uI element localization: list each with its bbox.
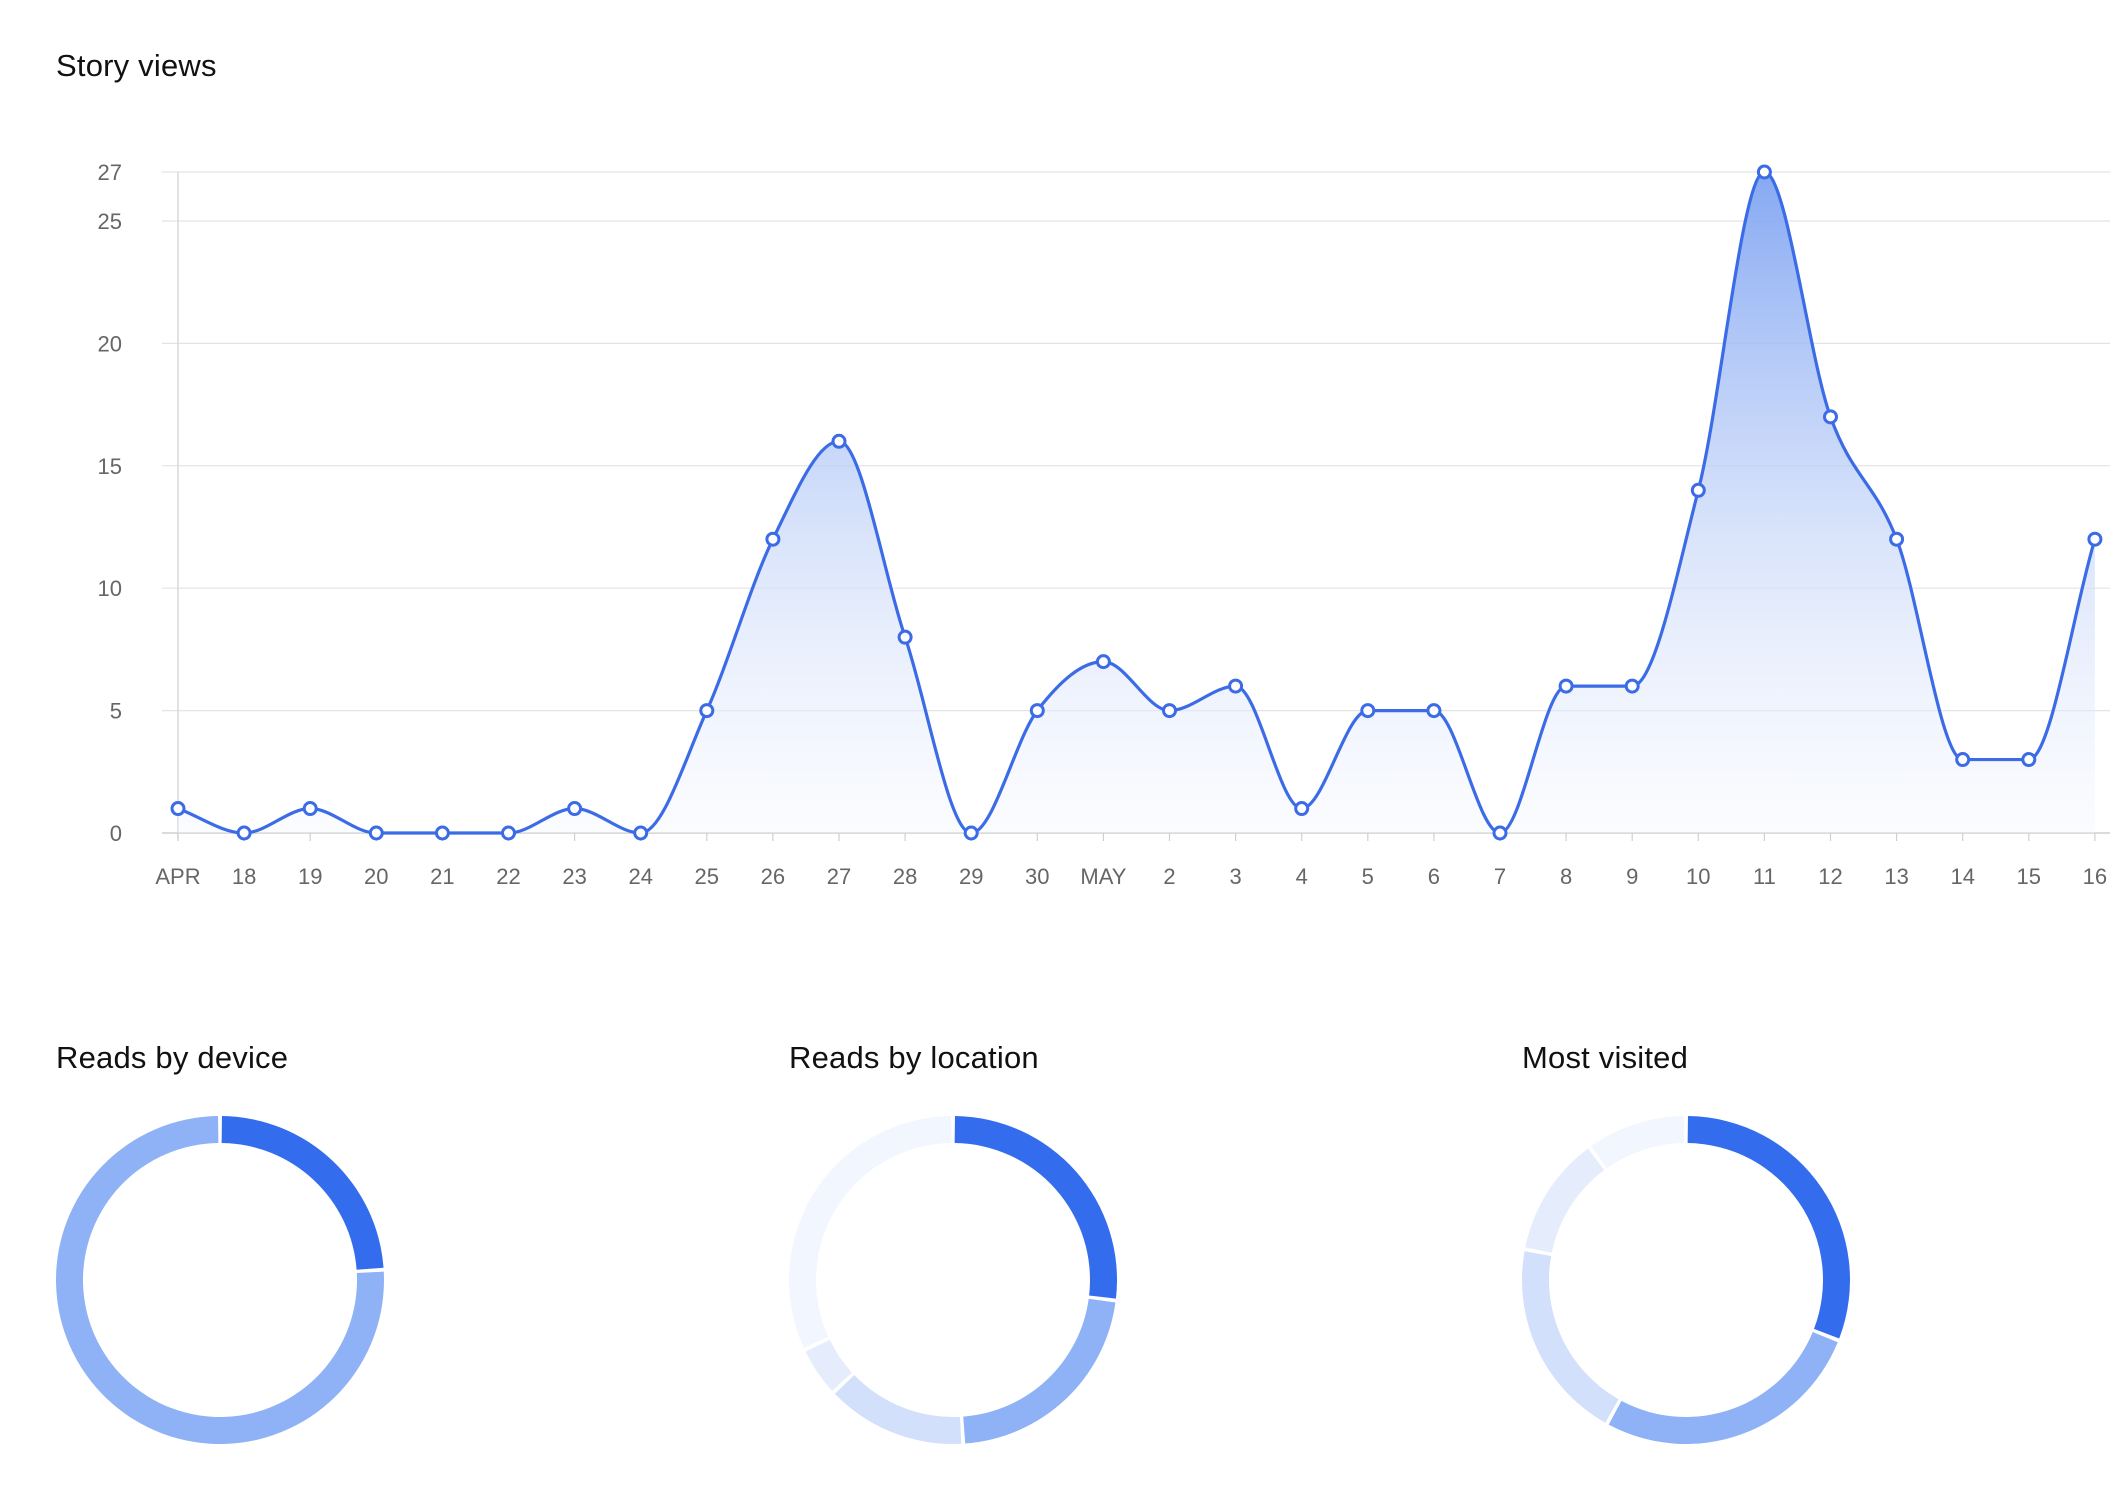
data-point — [699, 703, 715, 719]
x-tick-label: 2 — [1163, 864, 1175, 889]
x-tick-label: APR — [155, 864, 200, 889]
x-tick-label: 10 — [1686, 864, 1710, 889]
data-point — [963, 825, 979, 841]
y-tick-label: 0 — [110, 821, 122, 846]
x-tick-label: 12 — [1818, 864, 1842, 889]
x-tick-label: 6 — [1428, 864, 1440, 889]
donut-slice — [789, 1116, 952, 1349]
data-point — [1756, 164, 1772, 180]
data-point — [2087, 531, 2103, 547]
story-views-area — [178, 172, 2095, 833]
data-point — [1294, 801, 1310, 817]
x-tick-label: 19 — [298, 864, 322, 889]
x-axis-ticks: APR 18 19 20 21 22 23 24 25 26 27 28 29 30 MAY 2 3 4 5 6 7 8 9… — [155, 833, 2107, 889]
reads-by-location-title: Reads by location — [789, 1040, 1039, 1075]
data-point — [765, 531, 781, 547]
story-views-title: Story views — [56, 48, 217, 83]
x-tick-label: 13 — [1884, 864, 1908, 889]
data-point — [831, 433, 847, 449]
data-point — [236, 825, 252, 841]
x-tick-label: MAY — [1080, 864, 1126, 889]
data-point — [1558, 678, 1574, 694]
donut-slice — [221, 1116, 384, 1270]
data-point — [1690, 482, 1706, 498]
y-tick-label: 5 — [110, 699, 122, 724]
data-point — [302, 801, 318, 817]
y-tick-label: 25 — [98, 209, 122, 234]
data-point — [1360, 703, 1376, 719]
x-tick-label: 9 — [1626, 864, 1638, 889]
data-point — [434, 825, 450, 841]
donut-slice — [1687, 1116, 1850, 1339]
x-tick-label: 18 — [232, 864, 256, 889]
y-axis-ticks: 0 5 10 15 20 25 27 — [98, 160, 122, 846]
donut-slice — [963, 1298, 1116, 1444]
x-tick-label: 3 — [1229, 864, 1241, 889]
x-tick-label: 7 — [1494, 864, 1506, 889]
x-tick-label: 16 — [2083, 864, 2107, 889]
y-tick-label: 27 — [98, 160, 122, 185]
data-point — [1029, 703, 1045, 719]
x-tick-label: 5 — [1362, 864, 1374, 889]
data-point — [1162, 703, 1177, 719]
x-tick-label: 11 — [1753, 864, 1776, 889]
data-point — [633, 825, 649, 841]
donut-slice — [1525, 1148, 1605, 1253]
data-point — [1426, 703, 1442, 719]
x-tick-label: 15 — [2017, 864, 2041, 889]
most-visited-donut — [1522, 1116, 1850, 1444]
data-point — [368, 825, 384, 841]
data-point — [170, 801, 186, 817]
data-point — [897, 629, 913, 645]
donut-slice — [1608, 1331, 1838, 1444]
most-visited-title: Most visited — [1522, 1040, 1689, 1075]
data-point — [1095, 654, 1111, 670]
y-tick-label: 15 — [98, 454, 122, 479]
data-point — [1955, 752, 1971, 768]
donut-slice — [805, 1339, 853, 1391]
reads-by-device-title: Reads by device — [56, 1040, 289, 1075]
donut-slice — [954, 1116, 1117, 1299]
reads-by-device-donut — [55, 1116, 384, 1444]
x-tick-label: 29 — [959, 864, 983, 889]
data-point — [1823, 409, 1838, 425]
donut-slice — [1591, 1116, 1685, 1169]
data-point — [567, 801, 583, 817]
data-point — [501, 825, 516, 841]
x-tick-label: 23 — [562, 864, 586, 889]
y-tick-label: 20 — [98, 331, 122, 356]
donut-slice — [1522, 1251, 1619, 1423]
data-point — [1492, 825, 1508, 841]
donut-slice — [834, 1374, 962, 1444]
x-tick-label: 22 — [496, 864, 520, 889]
data-point — [1228, 678, 1244, 694]
data-point — [2021, 752, 2037, 768]
x-tick-label: 20 — [364, 864, 388, 889]
x-tick-label: 25 — [695, 864, 719, 889]
x-tick-label: 27 — [827, 864, 851, 889]
reads-by-location-donut — [789, 1116, 1117, 1444]
x-tick-label: 28 — [893, 864, 917, 889]
data-point — [1624, 678, 1640, 694]
story-views-points — [170, 164, 2103, 841]
x-tick-label: 14 — [1950, 864, 1974, 889]
x-tick-label: 8 — [1560, 864, 1572, 889]
x-tick-label: 4 — [1296, 864, 1308, 889]
x-tick-label: 21 — [430, 864, 454, 889]
data-point — [1889, 531, 1905, 547]
x-tick-label: 26 — [761, 864, 785, 889]
x-tick-label: 24 — [628, 864, 652, 889]
y-tick-label: 10 — [98, 576, 122, 601]
x-tick-label: 30 — [1025, 864, 1049, 889]
